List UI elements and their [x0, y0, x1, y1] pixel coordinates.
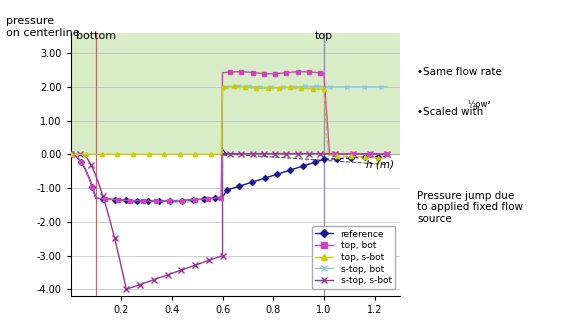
s-top, s-bot [234, 152, 241, 156]
reference [152, 199, 159, 203]
reference [85, 175, 92, 179]
s-top, s-bot [313, 152, 320, 156]
Text: h (m): h (m) [366, 160, 393, 169]
reference [320, 158, 328, 162]
top, bot [179, 198, 186, 202]
top, s-bot [268, 86, 275, 90]
s-top, bot [67, 152, 74, 156]
Bar [71, 33, 400, 154]
top, s-bot [313, 87, 320, 91]
top, bot [298, 70, 305, 74]
s-top, bot [383, 85, 390, 89]
s-top, s-bot [67, 152, 74, 156]
Text: Pressure jump due
to applied fixed flow
source: Pressure jump due to applied fixed flow … [417, 191, 523, 224]
s-top, bot [242, 84, 249, 88]
reference [303, 163, 310, 167]
s-top, bot [129, 199, 136, 203]
reference [265, 175, 272, 179]
top, s-bot [290, 86, 298, 89]
s-top, s-bot [275, 152, 282, 156]
top, bot [383, 152, 390, 156]
top, bot [272, 72, 279, 76]
top, bot [92, 196, 99, 200]
s-top, bot [134, 199, 141, 203]
Text: •Scaled with: •Scaled with [417, 107, 484, 117]
reference [126, 198, 133, 202]
top, bot [313, 71, 320, 75]
top, bot [264, 72, 271, 76]
s-top, s-bot [123, 287, 130, 291]
reference [67, 152, 74, 156]
top, s-bot [320, 87, 328, 91]
s-top, s-bot [92, 172, 99, 176]
Text: pressure
on centerline: pressure on centerline [6, 16, 79, 38]
s-top, s-bot [178, 268, 185, 272]
top, bot [230, 70, 238, 74]
s-top, bot [309, 84, 316, 88]
s-top, bot [176, 199, 183, 203]
top, s-bot [253, 86, 260, 90]
Text: ½ρw²: ½ρw² [467, 100, 491, 109]
Line: reference: reference [68, 152, 326, 203]
Text: top: top [315, 31, 333, 41]
reference [174, 199, 181, 203]
Line: top, s-bot: top, s-bot [68, 84, 326, 157]
top, s-bot [135, 152, 142, 156]
Text: •Same flow rate: •Same flow rate [417, 67, 502, 77]
Legend: reference, top, bot, top, s-bot, s-top, bot, s-top, s-bot: reference, top, bot, top, s-bot, s-top, … [312, 226, 395, 289]
Line: s-top, bot: s-top, bot [68, 84, 389, 203]
Text: bottom: bottom [76, 31, 116, 41]
reference [141, 199, 148, 203]
s-top, s-bot [268, 152, 275, 156]
top, s-bot [140, 152, 147, 156]
s-top, s-bot [219, 152, 226, 156]
Line: s-top, s-bot: s-top, s-bot [68, 151, 390, 292]
s-top, bot [153, 199, 160, 203]
s-top, bot [245, 85, 252, 89]
Line: top, bot: top, bot [68, 70, 389, 203]
s-top, bot [355, 85, 362, 89]
top, bot [153, 199, 160, 203]
top, s-bot [67, 152, 74, 156]
top, bot [67, 152, 74, 156]
top, s-bot [230, 85, 238, 89]
s-top, s-bot [383, 152, 390, 156]
